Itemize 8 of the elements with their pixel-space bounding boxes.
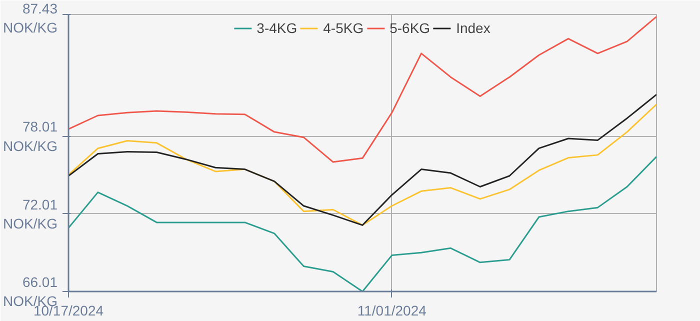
y-tick-label: 78.01 NOK/KG [3,118,58,154]
legend-label: 4-5KG [323,20,364,36]
legend-label: 3-4KG [256,20,298,36]
y-tick-label: 72.01 NOK/KG [3,196,58,232]
y-tick-label: 87.43 NOK/KG [3,0,58,36]
legend-label: Index [456,20,490,36]
x-tick-label: 11/01/2024 [357,302,427,318]
legend-label: 5-6KG [390,20,430,36]
